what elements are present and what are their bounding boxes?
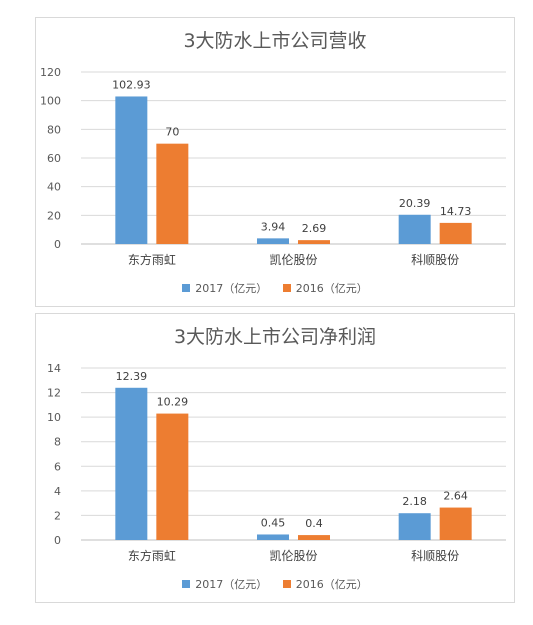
bar [257,238,289,244]
y-tick-label: 60 [47,152,61,165]
revenue-chart: 3大防水上市公司营收 0 20 40 60 80 100 120 102.93 70 东方雨虹 3.… [35,17,515,307]
data-label: 0.45 [261,516,286,529]
bar [115,387,148,540]
x-tick-label: 东方雨虹 [128,548,176,563]
legend-item-2017: 2017（亿元） [182,576,267,592]
x-tick-label: 科顺股份 [411,253,459,267]
y-tick-label: 12 [47,387,61,400]
data-label: 102.93 [112,78,151,91]
data-label: 14.73 [440,205,472,218]
bar [156,143,189,244]
y-tick-label: 8 [54,436,61,449]
y-tick-label: 0 [54,238,61,251]
bar [156,413,189,540]
bar [298,535,330,540]
legend-swatch-2016 [282,284,291,292]
net-profit-chart: 3大防水上市公司净利润 0 2 4 6 8 10 12 14 12.39 10.29 东方雨虹 0.4… [35,313,515,603]
data-label: 10.29 [157,396,189,409]
y-tick-label: 0 [54,534,61,547]
data-label: 20.39 [399,197,431,210]
y-tick-label: 2 [54,509,61,522]
legend-label-2017: 2017（亿元） [195,282,268,295]
bar [439,507,472,540]
y-tick-label: 20 [47,209,61,222]
bar [257,534,289,540]
y-tick-label: 14 [47,362,61,375]
legend-swatch-2017 [182,580,191,588]
bar [115,96,148,244]
revenue-chart-plot: 0 20 40 60 80 100 120 102.93 70 东方雨虹 3.94 2.69 凯伦股份 2… [40,66,506,267]
legend-item-2017: 2017（亿元） [182,280,267,296]
legend-item-2016: 2016（亿元） [282,280,368,296]
y-tick-label: 10 [47,411,61,424]
x-tick-label: 科顺股份 [411,549,459,563]
data-label: 2.64 [443,490,468,503]
net-profit-chart-plot: 0 2 4 6 8 10 12 14 12.39 10.29 东方雨虹 0.45 0.4 凯伦股份 2.18… [47,362,506,563]
chart-legend: 2017（亿元） 2016（亿元） [36,280,514,296]
y-tick-label: 6 [54,460,61,473]
y-tick-label: 40 [47,181,61,194]
bar [398,214,431,244]
y-tick-label: 80 [47,123,61,136]
chart-title: 3大防水上市公司营收 [183,30,367,52]
y-tick-label: 120 [40,66,61,79]
data-label: 2.18 [402,495,427,508]
bar [398,513,431,540]
x-tick-label: 东方雨虹 [128,252,176,267]
bar [298,240,330,244]
chart-title: 3大防水上市公司净利润 [173,326,377,348]
data-label: 70 [165,126,179,139]
legend-label-2016: 2016（亿元） [295,578,368,591]
y-tick-label: 4 [54,485,61,498]
data-label: 3.94 [261,220,286,233]
x-tick-label: 凯伦股份 [269,548,317,563]
legend-label-2017: 2017（亿元） [195,578,268,591]
legend-swatch-2017 [182,284,191,292]
x-tick-label: 凯伦股份 [269,252,317,267]
legend-label-2016: 2016（亿元） [295,282,368,295]
legend-swatch-2016 [282,580,291,588]
y-tick-label: 100 [40,95,61,108]
data-label: 2.69 [302,222,327,235]
chart-legend: 2017（亿元） 2016（亿元） [36,576,514,592]
legend-item-2016: 2016（亿元） [282,576,368,592]
bar [439,222,472,244]
data-label: 0.4 [305,517,323,530]
data-label: 12.39 [116,370,148,383]
